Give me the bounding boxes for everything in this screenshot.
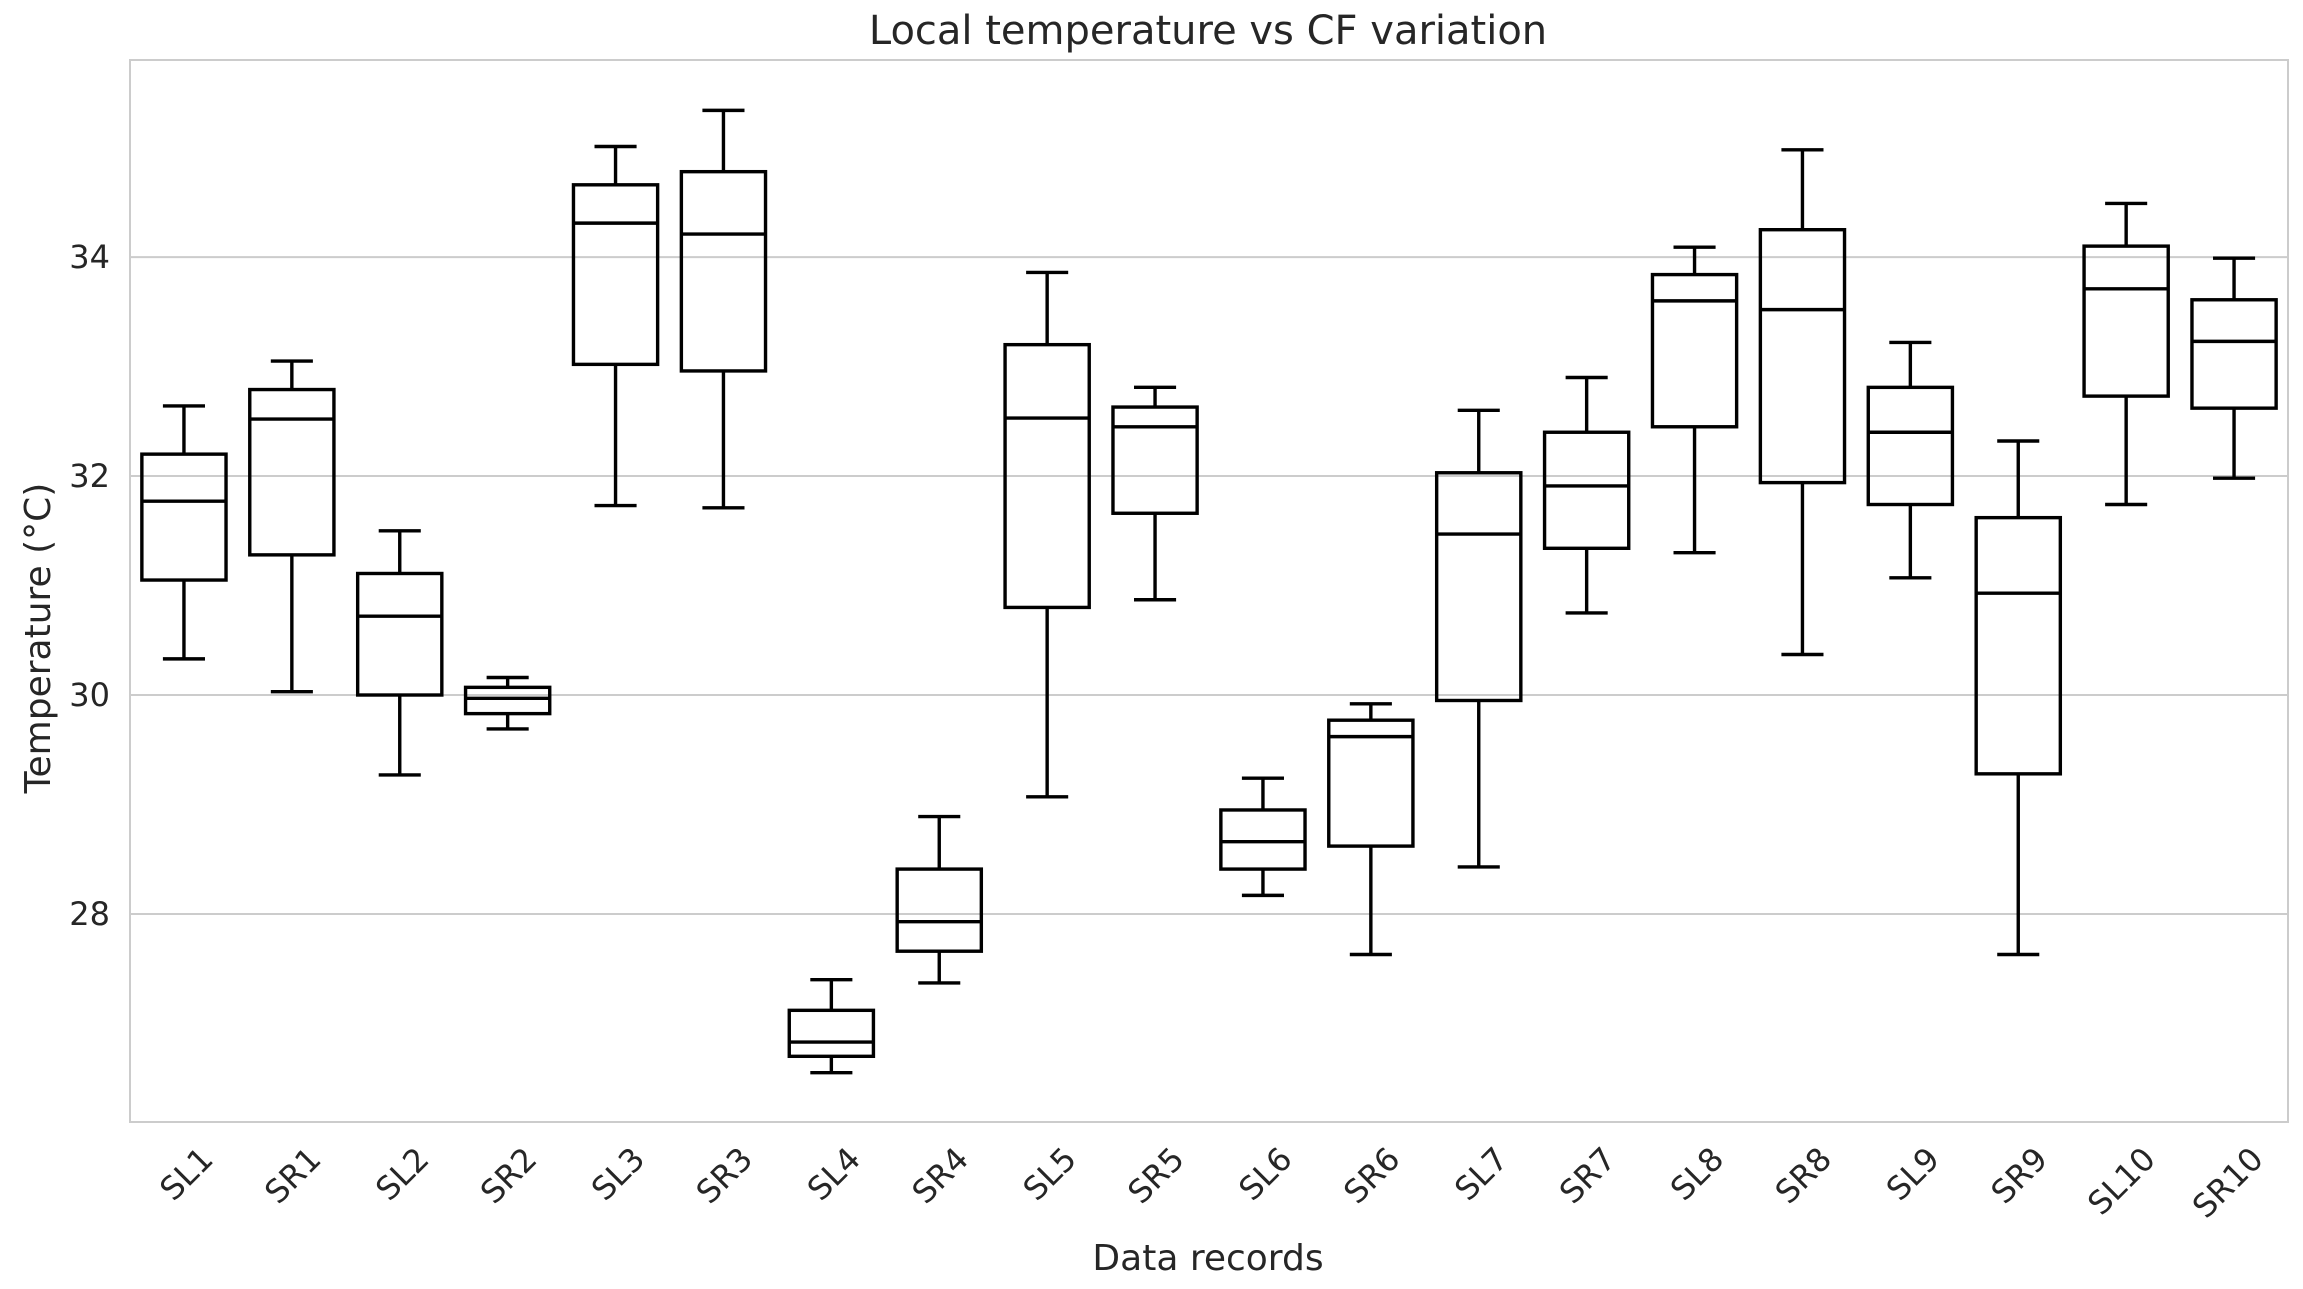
y-tick-label: 32 (69, 457, 110, 495)
box-SR7 (1542, 375, 1631, 615)
y-tick-label: 34 (69, 238, 110, 276)
y-tick-label: 30 (69, 676, 110, 714)
x-axis-label: Data records (1092, 1238, 1323, 1279)
x-tick-label-SR7: SR7 (1552, 1140, 1623, 1211)
x-axis-ticks: SL1 SR1 SL2 SR2 SL3 SR3 SL4 SR4 SL5 SR5 SL6 SR6 SL7 S… (152, 1140, 2270, 1226)
iqr-box (248, 387, 336, 557)
iqr-box (355, 571, 444, 697)
iqr-box (1434, 471, 1523, 703)
iqr-box (1327, 718, 1415, 848)
iqr-box (1650, 272, 1739, 429)
x-tick-label-SR4: SR4 (905, 1140, 976, 1211)
iqr-box (571, 183, 660, 367)
y-tick-label: 28 (69, 895, 110, 933)
box-SR9 (1974, 439, 2063, 957)
iqr-box (1219, 808, 1307, 871)
iqr-box (1758, 228, 1847, 485)
box-SR8 (1758, 148, 1847, 657)
box-SR2 (463, 675, 552, 731)
x-tick-label-SR6: SR6 (1336, 1140, 1407, 1211)
iqr-box (2190, 298, 2278, 410)
iqr-box (1003, 342, 1091, 610)
box-SL3 (571, 144, 660, 508)
box-SR1 (248, 359, 336, 694)
box-SR4 (895, 814, 984, 985)
x-tick-label-SL3: SL3 (584, 1140, 652, 1208)
box-SR10 (2190, 256, 2278, 480)
iqr-box (1866, 385, 1955, 507)
box-series (140, 108, 2278, 1075)
iqr-box (787, 1008, 876, 1059)
x-tick-label-SR9: SR9 (1984, 1140, 2055, 1211)
x-tick-label-SL5: SL5 (1016, 1140, 1084, 1208)
chart-title: Local temperature vs CF variation (869, 8, 1547, 54)
x-tick-label-SL9: SL9 (1879, 1140, 1947, 1208)
box-SL7 (1434, 408, 1523, 869)
box-SL9 (1866, 340, 1955, 580)
y-axis-label: Temperature (°C) (18, 483, 59, 795)
box-SL6 (1219, 776, 1307, 898)
iqr-box (140, 452, 228, 582)
iqr-box (679, 169, 768, 373)
grid-lines (130, 256, 2288, 915)
box-SL10 (2082, 201, 2170, 507)
box-SL8 (1650, 245, 1739, 555)
x-tick-label-SR3: SR3 (689, 1140, 760, 1211)
x-tick-label-SR2: SR2 (473, 1140, 544, 1211)
x-tick-label-SR1: SR1 (257, 1140, 328, 1211)
box-SL2 (355, 529, 444, 777)
iqr-box (463, 685, 552, 716)
x-tick-label-SR5: SR5 (1120, 1140, 1191, 1211)
box-SL5 (1003, 270, 1091, 799)
iqr-box (895, 867, 984, 953)
iqr-box (2082, 244, 2170, 398)
iqr-box (1974, 515, 2063, 776)
plot-area-frame (129, 59, 2289, 1123)
x-tick-label-SR8: SR8 (1768, 1140, 1839, 1211)
y-axis-ticks: 28 30 32 34 (69, 238, 110, 933)
box-SR6 (1327, 702, 1415, 957)
box-SR5 (1111, 385, 1199, 602)
box-SL1 (140, 404, 228, 661)
box-SL4 (787, 977, 876, 1075)
x-tick-label-SL2: SL2 (368, 1140, 436, 1208)
x-tick-label-SL10: SL10 (2080, 1140, 2163, 1223)
x-tick-label-SR10: SR10 (2185, 1140, 2271, 1226)
x-tick-label-SL7: SL7 (1447, 1140, 1515, 1208)
x-tick-label-SL1: SL1 (152, 1140, 220, 1208)
x-tick-label-SL4: SL4 (800, 1140, 868, 1208)
x-tick-label-SL8: SL8 (1663, 1140, 1731, 1208)
box-SR3 (679, 108, 768, 510)
iqr-box (1111, 405, 1199, 515)
x-tick-label-SL6: SL6 (1231, 1140, 1299, 1208)
iqr-box (1542, 430, 1631, 551)
